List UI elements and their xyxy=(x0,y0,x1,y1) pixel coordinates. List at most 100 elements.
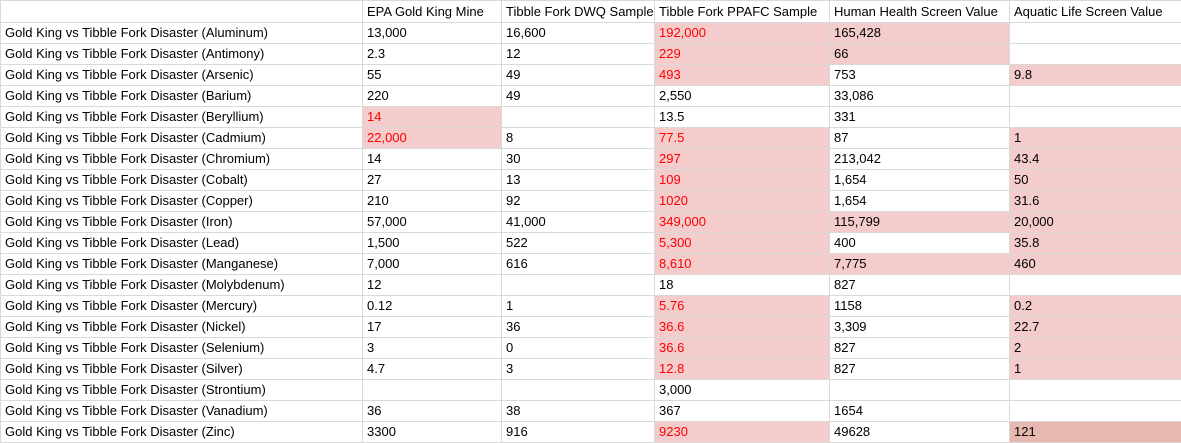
cell-epa-gold-king[interactable] xyxy=(363,380,502,401)
cell-label[interactable]: Gold King vs Tibble Fork Disaster (Cobal… xyxy=(1,170,363,191)
cell-epa-gold-king[interactable]: 3 xyxy=(363,338,502,359)
cell-label[interactable]: Gold King vs Tibble Fork Disaster (Beryl… xyxy=(1,107,363,128)
cell-label[interactable]: Gold King vs Tibble Fork Disaster (Molyb… xyxy=(1,275,363,296)
cell-epa-gold-king[interactable]: 4.7 xyxy=(363,359,502,380)
cell-epa-gold-king[interactable]: 14 xyxy=(363,149,502,170)
cell-label[interactable]: Gold King vs Tibble Fork Disaster (Coppe… xyxy=(1,191,363,212)
cell-dwq-sample[interactable]: 36 xyxy=(502,317,655,338)
cell-aquatic-life[interactable] xyxy=(1010,401,1181,422)
cell-dwq-sample[interactable] xyxy=(502,107,655,128)
cell-human-health[interactable]: 827 xyxy=(830,275,1010,296)
cell-epa-gold-king[interactable]: 210 xyxy=(363,191,502,212)
cell-ppafc-sample[interactable]: 8,610 xyxy=(655,254,830,275)
cell-label[interactable]: Gold King vs Tibble Fork Disaster (Vanad… xyxy=(1,401,363,422)
cell-aquatic-life[interactable]: 0.2 xyxy=(1010,296,1181,317)
cell-dwq-sample[interactable]: 8 xyxy=(502,128,655,149)
cell-aquatic-life[interactable] xyxy=(1010,275,1181,296)
cell-dwq-sample[interactable] xyxy=(502,275,655,296)
cell-ppafc-sample[interactable]: 2,550 xyxy=(655,86,830,107)
cell-human-health[interactable]: 115,799 xyxy=(830,212,1010,233)
cell-aquatic-life[interactable]: 460 xyxy=(1010,254,1181,275)
cell-epa-gold-king[interactable]: 2.3 xyxy=(363,44,502,65)
cell-dwq-sample[interactable] xyxy=(502,380,655,401)
cell-aquatic-life[interactable]: 2 xyxy=(1010,338,1181,359)
cell-ppafc-sample[interactable]: 5,300 xyxy=(655,233,830,254)
cell-dwq-sample[interactable]: 38 xyxy=(502,401,655,422)
cell-ppafc-sample[interactable]: 9230 xyxy=(655,422,830,443)
cell-dwq-sample[interactable]: 49 xyxy=(502,86,655,107)
cell-label[interactable]: Gold King vs Tibble Fork Disaster (Zinc) xyxy=(1,422,363,443)
cell-dwq-sample[interactable]: 0 xyxy=(502,338,655,359)
cell-human-health[interactable]: 827 xyxy=(830,359,1010,380)
cell-ppafc-sample[interactable]: 109 xyxy=(655,170,830,191)
cell-epa-gold-king[interactable]: 220 xyxy=(363,86,502,107)
cell-ppafc-sample[interactable]: 493 xyxy=(655,65,830,86)
cell-label[interactable]: Gold King vs Tibble Fork Disaster (Cadmi… xyxy=(1,128,363,149)
cell-ppafc-sample[interactable]: 192,000 xyxy=(655,23,830,44)
cell-ppafc-sample[interactable]: 36.6 xyxy=(655,317,830,338)
cell-human-health[interactable]: 1,654 xyxy=(830,191,1010,212)
cell-human-health[interactable]: 827 xyxy=(830,338,1010,359)
cell-label[interactable]: Gold King vs Tibble Fork Disaster (Mercu… xyxy=(1,296,363,317)
cell-dwq-sample[interactable]: 522 xyxy=(502,233,655,254)
cell-human-health[interactable]: 87 xyxy=(830,128,1010,149)
header-cell-dwq-sample[interactable]: Tibble Fork DWQ Sample xyxy=(502,1,655,23)
cell-human-health[interactable]: 1158 xyxy=(830,296,1010,317)
cell-epa-gold-king[interactable]: 7,000 xyxy=(363,254,502,275)
cell-label[interactable]: Gold King vs Tibble Fork Disaster (Bariu… xyxy=(1,86,363,107)
cell-dwq-sample[interactable]: 12 xyxy=(502,44,655,65)
header-cell-blank[interactable] xyxy=(1,1,363,23)
cell-ppafc-sample[interactable]: 3,000 xyxy=(655,380,830,401)
cell-aquatic-life[interactable]: 50 xyxy=(1010,170,1181,191)
cell-label[interactable]: Gold King vs Tibble Fork Disaster (Chrom… xyxy=(1,149,363,170)
header-cell-aquatic-life[interactable]: Aquatic Life Screen Value xyxy=(1010,1,1181,23)
cell-label[interactable]: Gold King vs Tibble Fork Disaster (Iron) xyxy=(1,212,363,233)
cell-aquatic-life[interactable]: 22.7 xyxy=(1010,317,1181,338)
cell-dwq-sample[interactable]: 30 xyxy=(502,149,655,170)
cell-aquatic-life[interactable]: 20,000 xyxy=(1010,212,1181,233)
cell-epa-gold-king[interactable]: 12 xyxy=(363,275,502,296)
cell-epa-gold-king[interactable]: 22,000 xyxy=(363,128,502,149)
cell-epa-gold-king[interactable]: 1,500 xyxy=(363,233,502,254)
cell-aquatic-life[interactable] xyxy=(1010,23,1181,44)
cell-human-health[interactable]: 1654 xyxy=(830,401,1010,422)
cell-ppafc-sample[interactable]: 12.8 xyxy=(655,359,830,380)
cell-aquatic-life[interactable]: 1 xyxy=(1010,359,1181,380)
cell-dwq-sample[interactable]: 3 xyxy=(502,359,655,380)
cell-ppafc-sample[interactable]: 349,000 xyxy=(655,212,830,233)
cell-dwq-sample[interactable]: 916 xyxy=(502,422,655,443)
cell-human-health[interactable]: 165,428 xyxy=(830,23,1010,44)
cell-ppafc-sample[interactable]: 367 xyxy=(655,401,830,422)
cell-ppafc-sample[interactable]: 297 xyxy=(655,149,830,170)
cell-epa-gold-king[interactable]: 55 xyxy=(363,65,502,86)
cell-label[interactable]: Gold King vs Tibble Fork Disaster (Stron… xyxy=(1,380,363,401)
cell-label[interactable]: Gold King vs Tibble Fork Disaster (Antim… xyxy=(1,44,363,65)
cell-label[interactable]: Gold King vs Tibble Fork Disaster (Selen… xyxy=(1,338,363,359)
cell-ppafc-sample[interactable]: 77.5 xyxy=(655,128,830,149)
cell-epa-gold-king[interactable]: 14 xyxy=(363,107,502,128)
cell-dwq-sample[interactable]: 616 xyxy=(502,254,655,275)
cell-human-health[interactable] xyxy=(830,380,1010,401)
header-cell-epa-gold-king[interactable]: EPA Gold King Mine xyxy=(363,1,502,23)
cell-human-health[interactable]: 1,654 xyxy=(830,170,1010,191)
cell-label[interactable]: Gold King vs Tibble Fork Disaster (Manga… xyxy=(1,254,363,275)
cell-ppafc-sample[interactable]: 36.6 xyxy=(655,338,830,359)
cell-label[interactable]: Gold King vs Tibble Fork Disaster (Nicke… xyxy=(1,317,363,338)
cell-epa-gold-king[interactable]: 36 xyxy=(363,401,502,422)
cell-aquatic-life[interactable]: 35.8 xyxy=(1010,233,1181,254)
cell-human-health[interactable]: 66 xyxy=(830,44,1010,65)
cell-aquatic-life[interactable] xyxy=(1010,107,1181,128)
cell-ppafc-sample[interactable]: 1020 xyxy=(655,191,830,212)
cell-aquatic-life[interactable]: 121 xyxy=(1010,422,1181,443)
cell-human-health[interactable]: 331 xyxy=(830,107,1010,128)
cell-label[interactable]: Gold King vs Tibble Fork Disaster (Silve… xyxy=(1,359,363,380)
cell-dwq-sample[interactable]: 1 xyxy=(502,296,655,317)
cell-aquatic-life[interactable]: 31.6 xyxy=(1010,191,1181,212)
cell-dwq-sample[interactable]: 92 xyxy=(502,191,655,212)
cell-aquatic-life[interactable]: 43.4 xyxy=(1010,149,1181,170)
cell-epa-gold-king[interactable]: 57,000 xyxy=(363,212,502,233)
cell-dwq-sample[interactable]: 41,000 xyxy=(502,212,655,233)
cell-aquatic-life[interactable]: 9.8 xyxy=(1010,65,1181,86)
cell-human-health[interactable]: 400 xyxy=(830,233,1010,254)
header-cell-human-health[interactable]: Human Health Screen Value xyxy=(830,1,1010,23)
